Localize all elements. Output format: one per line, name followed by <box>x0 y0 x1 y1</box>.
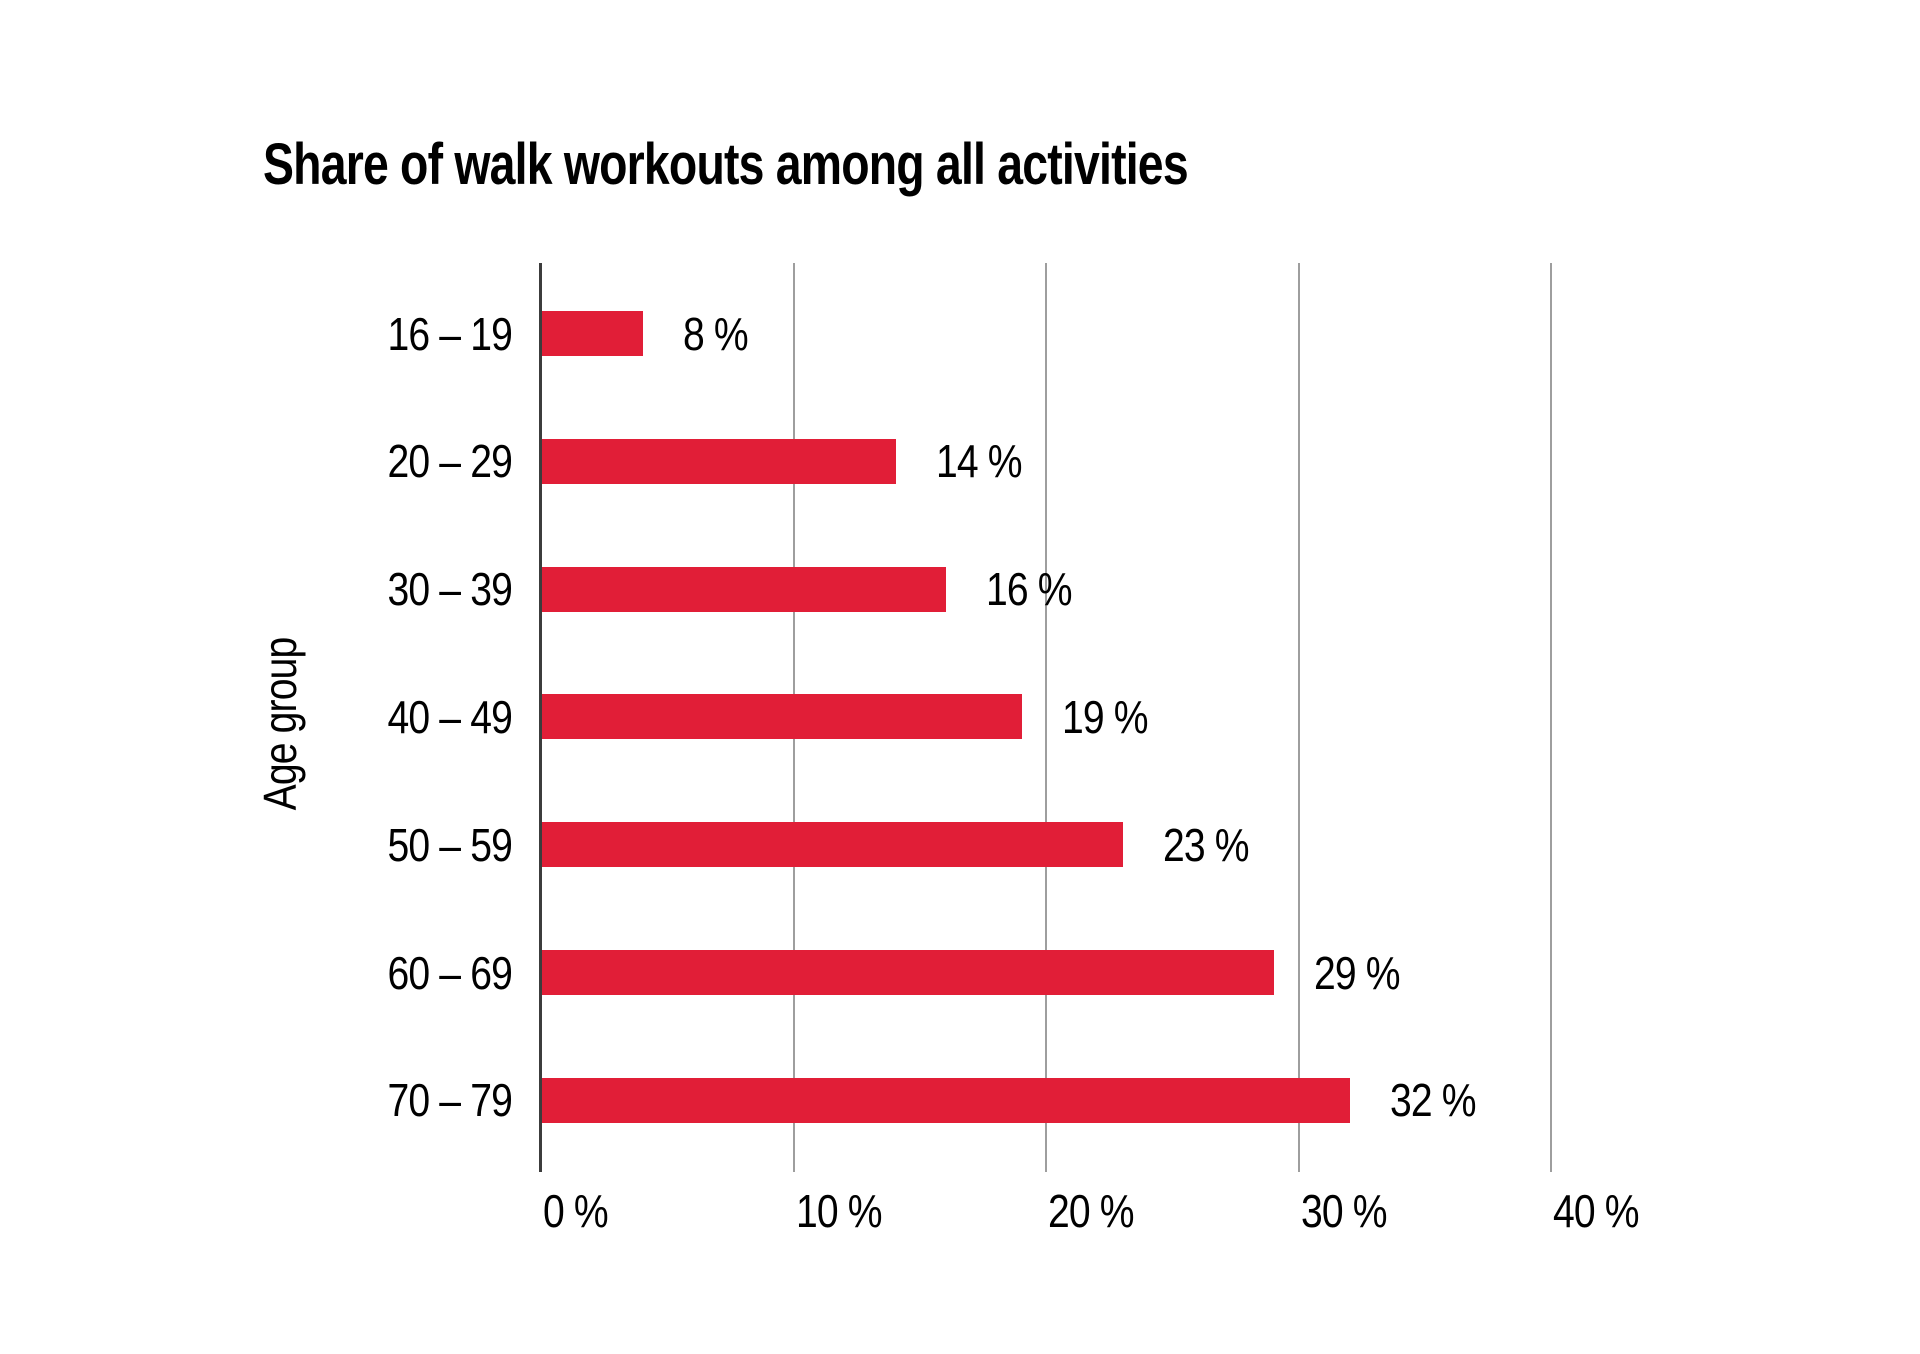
category-label: 60 – 69 <box>387 946 512 999</box>
x-tick-label: 40 % <box>1553 1185 1640 1237</box>
bar <box>542 822 1123 868</box>
bar <box>542 311 643 356</box>
bar <box>542 694 1022 740</box>
gridline <box>1297 263 1300 1172</box>
value-label: 32 % <box>1390 1074 1477 1127</box>
x-tick-label: 10 % <box>795 1185 883 1237</box>
value-label: 8 % <box>683 307 749 360</box>
category-label: 16 – 19 <box>387 307 512 360</box>
bar <box>542 566 946 612</box>
chart-title: Share of walk workouts among all activit… <box>263 132 1189 197</box>
category-label: 20 – 29 <box>387 435 512 488</box>
category-label: 40 – 49 <box>387 690 512 743</box>
gridline <box>1045 263 1047 1172</box>
category-label: 30 – 39 <box>387 563 512 616</box>
value-label: 14 % <box>935 435 1023 488</box>
value-label: 19 % <box>1061 690 1149 743</box>
bar <box>542 1077 1350 1123</box>
value-label: 29 % <box>1314 946 1401 999</box>
x-tick-label: 20 % <box>1048 1185 1135 1237</box>
value-label: 16 % <box>986 563 1073 616</box>
x-tick-label: 0 % <box>543 1185 609 1237</box>
gridline <box>1550 263 1552 1172</box>
category-label: 50 – 59 <box>387 818 512 871</box>
y-axis-line <box>539 263 542 1172</box>
bar <box>542 950 1275 995</box>
x-tick-label: 30 % <box>1300 1185 1388 1237</box>
value-label: 23 % <box>1162 818 1250 871</box>
bar <box>542 438 896 484</box>
category-label: 70 – 79 <box>387 1074 512 1127</box>
